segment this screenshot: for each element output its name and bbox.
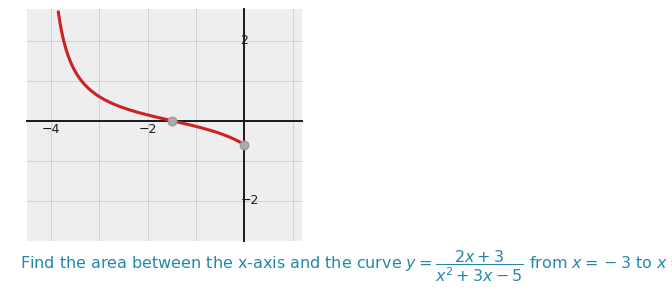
Point	[167, 118, 177, 123]
Text: Find the area between the x-axis and the curve $y = \dfrac{2x+3}{x^2+3x-5}$ from: Find the area between the x-axis and the…	[20, 248, 672, 284]
Point	[239, 142, 250, 147]
